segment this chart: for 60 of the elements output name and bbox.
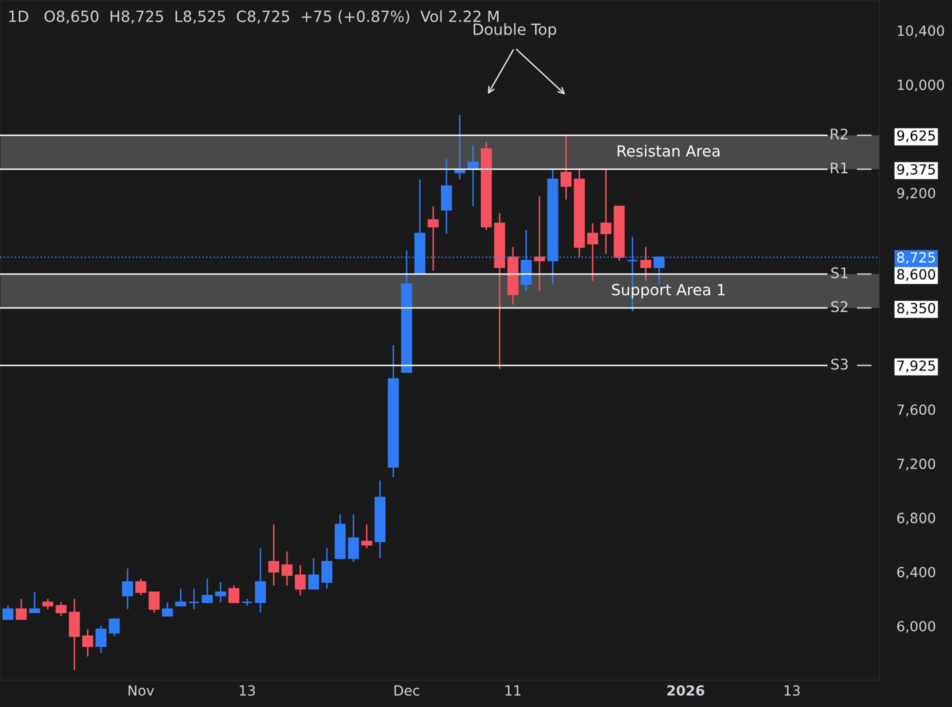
y-tick-label: 8,725 xyxy=(897,252,935,264)
candlestick xyxy=(640,246,652,282)
candlestick xyxy=(188,588,200,610)
candlestick xyxy=(42,598,54,610)
candlestick xyxy=(321,547,332,590)
candlestick xyxy=(16,598,27,620)
candlestick xyxy=(68,598,80,671)
candlestick xyxy=(108,618,120,637)
x-tick-label: 13 xyxy=(784,685,800,696)
text: 1D O8,650 H8,725 L8,525 C8,725 +75 (+0.87%) Vol 2.22 M xyxy=(9,10,499,24)
candlestick xyxy=(228,584,240,604)
candlestick xyxy=(2,604,14,620)
candlestick xyxy=(175,588,186,606)
candlestick xyxy=(361,524,372,549)
x-tick-label: Dec xyxy=(394,685,420,696)
y-tick-label: 10,400 xyxy=(898,25,944,38)
candlestick xyxy=(254,547,266,614)
y-tick-label: 10,000 xyxy=(898,80,944,92)
y-tick-label: 7,200 xyxy=(897,458,936,470)
candlestick xyxy=(29,591,40,614)
candlestick xyxy=(135,578,146,596)
candlestick xyxy=(162,602,173,617)
y-tick-label: 7,925 xyxy=(897,360,935,372)
y-tick-label: 9,375 xyxy=(897,164,935,176)
candlestick xyxy=(348,514,359,562)
candlestick xyxy=(587,222,598,282)
candlestick xyxy=(428,206,439,272)
candlestick xyxy=(294,564,306,596)
y-tick-label: 6,800 xyxy=(897,512,936,525)
y-tick-label: 8,600 xyxy=(897,269,936,281)
x-tick-label: Nov xyxy=(128,685,154,696)
y-tick-label: 6,400 xyxy=(897,566,936,579)
ref-line-label: S2 xyxy=(831,301,848,312)
candlestick xyxy=(56,602,67,617)
candlestick xyxy=(215,581,226,604)
x-tick-label: 11 xyxy=(506,685,520,696)
candlestick xyxy=(282,550,292,586)
ref-line-label: S3 xyxy=(831,358,848,370)
candlestick xyxy=(308,558,320,590)
x-tick-label: 2026 xyxy=(667,685,704,696)
ref-line-label: R2 xyxy=(830,128,848,140)
ref-line-label: S1 xyxy=(831,267,848,278)
candlestick xyxy=(560,134,572,200)
ref-line-label: R1 xyxy=(830,162,848,174)
y-tick-label: 9,625 xyxy=(897,130,935,142)
annotation: Double Top xyxy=(474,23,556,38)
candlestick xyxy=(440,158,452,234)
band-label: Resistan Area xyxy=(618,144,720,157)
candlestick xyxy=(82,628,94,658)
y-tick-label: 9,200 xyxy=(897,188,936,200)
candlestick xyxy=(202,578,213,604)
candlestick xyxy=(96,625,106,654)
candlestick xyxy=(268,524,280,586)
candlestick xyxy=(600,168,612,254)
candlestick xyxy=(148,591,160,614)
y-tick-label: 8,350 xyxy=(897,302,936,315)
candlestick xyxy=(122,568,134,610)
x-tick-label: 13 xyxy=(240,685,255,696)
y-tick-label: 7,600 xyxy=(897,404,936,416)
y-tick-label: 6,000 xyxy=(897,620,936,633)
